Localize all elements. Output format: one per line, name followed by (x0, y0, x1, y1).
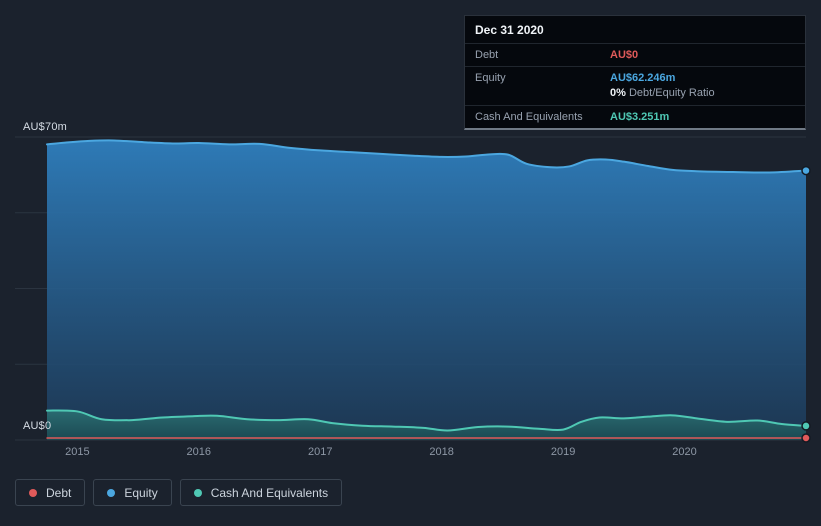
equity-series-dot-icon (107, 488, 116, 497)
legend-item-equity[interactable]: Equity (93, 479, 172, 506)
tooltip-date: Dec 31 2020 (465, 16, 805, 44)
tooltip-value-equity: AU$62.246m (610, 72, 676, 84)
tooltip-value-debt: AU$0 (610, 49, 639, 61)
chart-tooltip: Dec 31 2020 Debt AU$0 Equity AU$62.246m … (464, 15, 806, 130)
y-axis-label-bottom: AU$0 (23, 420, 52, 432)
legend-item-debt[interactable]: Debt (15, 479, 86, 506)
tooltip-label-debt: Debt (475, 49, 499, 61)
legend-label-debt: Debt (46, 485, 72, 500)
x-tick-label: 2015 (65, 446, 90, 458)
tooltip-row-cash: Cash And Equivalents AU$3.251m (465, 106, 805, 128)
tooltip-equity-values: AU$62.246m 0% Debt/Equity Ratio (610, 67, 715, 105)
tooltip-label-cash: Cash And Equivalents (475, 111, 583, 123)
tooltip-row-equity: Equity AU$62.246m 0% Debt/Equity Ratio (465, 67, 805, 106)
x-tick-label: 2018 (429, 446, 454, 458)
legend-label-equity: Equity (124, 485, 158, 500)
ratio-label: Debt/Equity Ratio (628, 87, 715, 99)
y-axis-label-top: AU$70m (23, 121, 67, 133)
x-tick-label: 2019 (550, 446, 576, 458)
debt-equity-ratio: 0% Debt/Equity Ratio (610, 86, 715, 105)
ratio-value: 0% (610, 87, 626, 99)
legend-label-cash: Cash And Equivalents (210, 485, 329, 500)
x-tick-label: 2016 (186, 446, 212, 458)
debt-series-dot-icon (29, 488, 37, 497)
x-tick-label: 2017 (307, 446, 333, 458)
cash-series-dot-icon (193, 488, 202, 497)
tooltip-label-equity: Equity (475, 72, 506, 84)
tooltip-row-debt: Debt AU$0 (465, 44, 805, 67)
legend-item-cash[interactable]: Cash And Equivalents (179, 479, 343, 506)
x-tick-label: 2020 (672, 446, 697, 458)
tooltip-value-cash: AU$3.251m (610, 111, 670, 123)
chart-legend: Debt Equity Cash And Equivalents (15, 479, 343, 506)
